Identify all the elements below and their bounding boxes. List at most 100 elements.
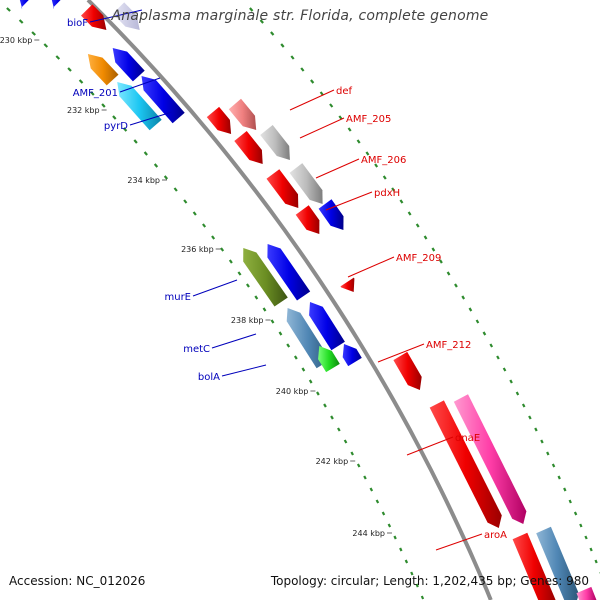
gc-dot: [356, 463, 361, 468]
gc-dot: [356, 139, 361, 144]
gc-dot: [310, 79, 315, 84]
gene-feature: [309, 302, 345, 351]
gc-dot: [594, 559, 598, 564]
leader-line: [347, 256, 395, 278]
gc-dot: [534, 427, 538, 432]
gc-dot: [319, 91, 324, 96]
gc-dot: [407, 211, 412, 216]
gene-label-reverse: pyrD: [104, 121, 128, 132]
gc-dot: [192, 211, 197, 216]
gc-dot: [509, 379, 513, 384]
gene-feature: [19, 0, 29, 9]
tick-label: 230 kbp: [0, 36, 32, 45]
gene-feature: [87, 54, 119, 86]
gene-feature: [234, 131, 263, 164]
gc-dot: [211, 235, 216, 240]
gc-dot: [475, 319, 480, 324]
gene-label-reverse: bolA: [198, 372, 220, 383]
gene-feature: [512, 532, 556, 600]
gc-dot: [202, 223, 207, 228]
page-title: Anaplasma marginale str. Florida, comple…: [111, 8, 489, 24]
leader-line: [211, 333, 257, 349]
gc-dot: [245, 283, 250, 288]
gene-label-reverse: bioF: [67, 18, 88, 29]
gc-dot: [557, 475, 561, 480]
gc-dot: [18, 19, 24, 24]
gc-dot: [67, 67, 72, 72]
gc-dot: [323, 403, 327, 408]
gc-dot: [420, 595, 425, 600]
gc-dot: [133, 139, 138, 144]
gc-dot: [454, 283, 458, 288]
gc-dot: [515, 391, 520, 396]
gene-feature: [318, 346, 340, 373]
leader-line: [89, 9, 143, 23]
gc-dot: [163, 175, 169, 180]
gene-feature: [112, 48, 145, 82]
gc-dot: [101, 103, 106, 108]
gc-dot: [153, 163, 159, 168]
gc-dot: [270, 319, 275, 324]
gc-dot: [286, 343, 291, 348]
gene-feature: [289, 163, 323, 204]
tick-label: 238 kbp: [231, 316, 264, 325]
gc-dot: [249, 7, 254, 12]
gc-dot: [382, 175, 387, 180]
gc-dot: [55, 55, 61, 60]
leader-line: [406, 436, 454, 456]
gene-feature: [318, 199, 344, 230]
gene-feature: [51, 0, 61, 9]
gc-dot: [439, 259, 443, 264]
gene-label-forward: AMF_205: [346, 114, 391, 125]
tick-layer: 230 kbp 232 kbp 234 kbp 236 kbp 238 kbp 240 k…: [0, 36, 392, 538]
gc-dot: [337, 427, 341, 432]
gc-dot: [183, 199, 188, 204]
gc-dot: [300, 67, 305, 72]
gc-dot: [375, 499, 380, 504]
gc-dot: [350, 451, 354, 456]
leader-line: [299, 117, 345, 139]
gc-dot: [343, 439, 348, 444]
gc-dot: [502, 367, 507, 372]
gc-dot: [173, 187, 178, 192]
gene-label-reverse: metC: [183, 344, 210, 355]
tick-label: 234 kbp: [127, 176, 160, 185]
backbone-arc: [86, 0, 493, 600]
gc-dot: [461, 295, 466, 300]
leader-line: [119, 77, 161, 93]
gc-dot: [308, 379, 313, 384]
gc-dot: [423, 235, 428, 240]
gene-label-forward: AMF_212: [426, 340, 471, 351]
leader-line: [377, 343, 425, 363]
gc-dot: [270, 31, 275, 36]
gc-dot: [301, 367, 306, 372]
gene-feature: [206, 106, 232, 134]
gc-dot: [280, 43, 285, 48]
gc-dot: [374, 163, 379, 168]
gc-dot: [489, 343, 494, 348]
gc-dot: [329, 103, 334, 108]
gc-dot: [254, 295, 259, 300]
gc-dot: [579, 523, 583, 528]
gc-dot: [399, 547, 403, 552]
gc-dot: [573, 511, 578, 516]
leader-line: [315, 158, 360, 179]
gene-label-forward: def: [336, 86, 353, 97]
gc-dot: [330, 415, 334, 420]
gc-dot: [31, 31, 36, 36]
gc-dot: [393, 535, 397, 540]
gc-dot: [482, 331, 487, 336]
gc-dot: [381, 511, 386, 516]
gene-feature: [453, 394, 527, 524]
gene-labels-layer: bioF AMF_201 pyrD murE metC bolA def AMF_205 AMF…: [67, 9, 507, 551]
gene-feature: [267, 244, 311, 301]
leader-line: [129, 111, 173, 126]
gene-label-forward: AMF_206: [361, 155, 406, 166]
gene-feature: [342, 344, 362, 367]
gene-feature: [576, 586, 597, 600]
gc-dot: [431, 247, 436, 252]
gene-feature: [295, 205, 320, 234]
gc-dot: [6, 7, 11, 12]
gc-dot: [43, 43, 49, 48]
tick-label: 240 kbp: [276, 387, 309, 396]
